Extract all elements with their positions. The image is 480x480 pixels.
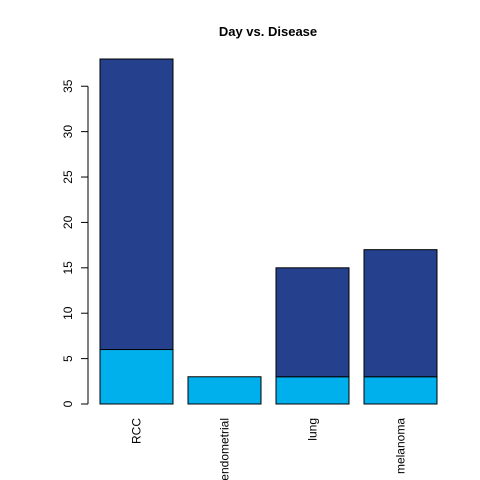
bar-segment-endometrial-0 bbox=[187, 376, 262, 405]
y-tick-label: 25 bbox=[61, 170, 75, 184]
bars bbox=[99, 58, 438, 405]
y-tick-label: 15 bbox=[61, 261, 75, 275]
bar-segment-rcc-1 bbox=[99, 58, 174, 351]
y-axis: 0 5 10 15 20 25 30 35 bbox=[61, 79, 89, 407]
x-category-label-melanoma: melanoma bbox=[394, 418, 408, 474]
y-tick-label: 30 bbox=[61, 125, 75, 139]
y-tick-label: 5 bbox=[61, 355, 75, 362]
bar-segment-lung-1 bbox=[275, 267, 350, 378]
bar-segment-melanoma-0 bbox=[363, 376, 438, 405]
bar-segment-lung-0 bbox=[275, 376, 350, 405]
y-tick-label: 20 bbox=[61, 215, 75, 229]
y-tick-label: 10 bbox=[61, 306, 75, 320]
y-tick-label: 0 bbox=[61, 400, 75, 407]
chart-title: Day vs. Disease bbox=[219, 24, 317, 39]
x-category-label-lung: lung bbox=[306, 418, 320, 441]
x-category-label-rcc: RCC bbox=[130, 418, 144, 444]
x-axis-labels: RCC endometrial lung melanoma bbox=[130, 418, 408, 480]
bar-segment-rcc-0 bbox=[99, 349, 174, 405]
x-category-label-endometrial: endometrial bbox=[218, 418, 232, 480]
y-tick-label: 35 bbox=[61, 79, 75, 93]
bar-segment-melanoma-1 bbox=[363, 249, 438, 378]
